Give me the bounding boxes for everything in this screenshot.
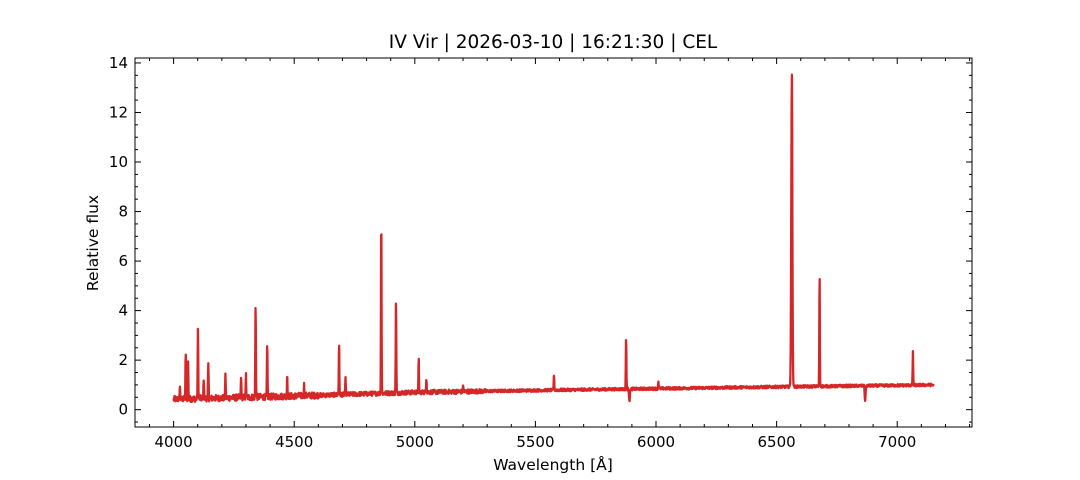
y-tick-label: 14 xyxy=(109,54,128,72)
y-axis: 0 2 4 6 8 10 12 14 xyxy=(109,54,972,423)
x-tick-label: 4000 xyxy=(154,433,192,451)
x-tick-label: 7000 xyxy=(878,433,916,451)
y-axis-label: Relative flux xyxy=(84,195,102,291)
plot-area xyxy=(134,57,973,428)
y-tick-label: 10 xyxy=(109,153,128,171)
x-tick-label: 5500 xyxy=(516,433,554,451)
x-tick-label: 6500 xyxy=(758,433,796,451)
chart-title: IV Vir | 2026-03-10 | 16:21:30 | CEL xyxy=(389,32,718,53)
x-tick-label: 5000 xyxy=(396,433,434,451)
y-tick-label: 0 xyxy=(118,401,128,419)
plot-frame xyxy=(134,57,973,428)
y-tick-label: 4 xyxy=(118,302,128,320)
x-tick-label: 6000 xyxy=(637,433,675,451)
x-axis: 4000 4500 5000 5500 6000 6500 7000 xyxy=(148,58,971,451)
y-tick-label: 8 xyxy=(118,203,128,221)
x-tick-label: 4500 xyxy=(275,433,313,451)
y-tick-label: 2 xyxy=(118,351,128,369)
x-axis-label: Wavelength [Å] xyxy=(493,455,613,474)
spectrum-line xyxy=(172,73,935,404)
y-tick-label: 12 xyxy=(109,103,128,121)
y-tick-label: 6 xyxy=(118,252,128,270)
